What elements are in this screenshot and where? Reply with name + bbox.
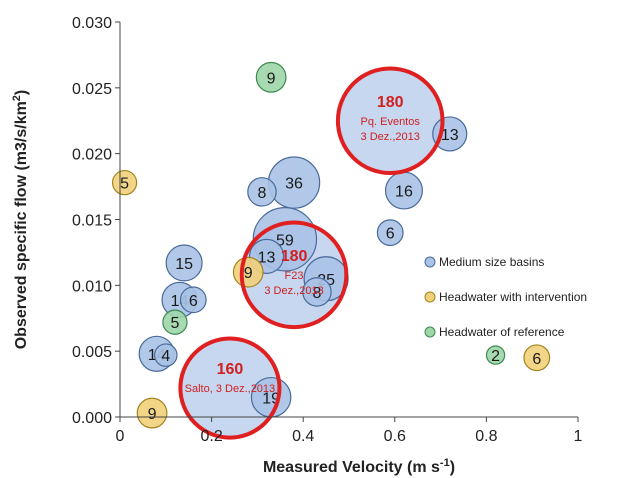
bubble-layer: 13368166591513258146144195969952: [111, 61, 551, 429]
y-tick-label: 0.030: [72, 15, 112, 32]
highlighted-event-caption: Pq. Eventos: [361, 116, 421, 128]
y-tick-label: 0.010: [72, 278, 112, 295]
y-tick-label: 0.020: [72, 147, 112, 164]
x-tick-label: 0.2: [200, 428, 222, 445]
bubble-label: 5: [171, 315, 180, 332]
y-tick-label: 0.025: [72, 81, 112, 98]
highlighted-event-caption: Salto, 3 Dez.,2013: [185, 383, 276, 395]
bubble-point: [162, 309, 188, 335]
bubble-label: 13: [258, 249, 276, 266]
x-tick-label: 0: [116, 428, 125, 445]
highlighted-event-fill: [180, 338, 280, 438]
x-tick-label: 0.6: [384, 428, 406, 445]
bubble-point: [523, 344, 551, 372]
highlighted-event-caption: 3 Dez.,2013: [361, 131, 420, 143]
highlighted-event-ring: [239, 220, 349, 330]
axes: 0.000 0.005 0.010 0.015 0.020 0.025 0.030 0 0.2 0…: [72, 15, 583, 445]
bubble-label: 9: [148, 406, 157, 423]
highlighted-event-rings: 180 Pq. Eventos 3 Dez.,2013 180 F23 3 Dez.,20…: [178, 66, 445, 440]
x-tick-label: 0.8: [475, 428, 497, 445]
y-axis-title: Observed specific flow (m3/s/km2): [11, 90, 30, 350]
bubble-label: 4: [161, 348, 170, 365]
legend-label: Headwater with intervention: [439, 290, 587, 304]
bubble-label: 9: [267, 70, 276, 87]
legend-marker: [424, 326, 436, 338]
y-tick-label: 0.015: [72, 213, 112, 230]
y-tick-label: 0.000: [72, 410, 112, 427]
bubble-point: [154, 343, 178, 367]
bubble-point: [136, 397, 168, 429]
bubble-label: 16: [395, 184, 413, 201]
bubble-point: [179, 286, 207, 314]
bubble-point: [165, 244, 203, 282]
bubble-label: 13: [441, 127, 459, 144]
bubble-label: 15: [175, 256, 193, 273]
highlighted-event-number: 160: [217, 361, 244, 378]
bubble-label: 5: [120, 176, 129, 193]
bubble-label: 9: [244, 265, 253, 282]
bubble-point: [111, 169, 138, 196]
legend-label: Headwater of reference: [439, 325, 565, 339]
bubble-point: [302, 277, 332, 307]
y-tick-label: 0.005: [72, 344, 112, 361]
bubble-label: 8: [258, 185, 267, 202]
highlighted-event-ring: [335, 66, 445, 176]
highlighted-event-fill: [337, 68, 443, 174]
highlighted-event-number: 180: [377, 94, 404, 111]
bubble-label: 2: [491, 348, 500, 365]
bubble-label: 59: [276, 232, 294, 249]
highlighted-event-number: 180: [281, 248, 308, 265]
bubble-label: 6: [532, 351, 541, 368]
highlighted-event-ring: [178, 336, 282, 440]
bubble-point: [255, 61, 287, 93]
x-tick-label: 1: [574, 428, 583, 445]
legend-marker: [424, 291, 436, 303]
bubble-label: 6: [189, 293, 198, 310]
bubble-point: [247, 177, 277, 207]
bubble-label: 36: [285, 176, 303, 193]
x-axis-title: Measured Velocity (m s-1): [263, 457, 455, 476]
legend: Medium size basins Headwater with interve…: [424, 255, 587, 339]
x-tick-label: 0.4: [292, 428, 314, 445]
bubble-label: 6: [386, 226, 395, 243]
bubble-label: 8: [312, 285, 321, 302]
legend-marker: [424, 256, 436, 268]
highlighted-event-caption: 3 Dez.,2013: [264, 285, 323, 297]
bubble-point: [485, 345, 506, 365]
legend-label: Medium size basins: [439, 255, 544, 269]
bubble-point: [376, 219, 404, 247]
highlighted-event-caption: F23: [285, 270, 304, 282]
